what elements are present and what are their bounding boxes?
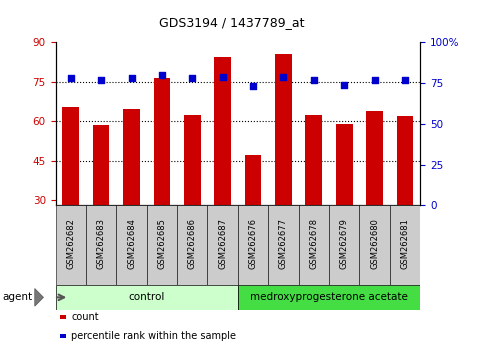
Text: GSM262678: GSM262678	[309, 218, 318, 269]
Text: count: count	[71, 312, 99, 322]
Point	[67, 75, 74, 81]
Bar	[86, 205, 116, 285]
Text: medroxyprogesterone acetate: medroxyprogesterone acetate	[250, 292, 408, 302]
Bar	[359, 205, 390, 285]
Bar	[336, 124, 353, 205]
Bar	[390, 205, 420, 285]
Point	[310, 77, 318, 83]
Text: GSM262684: GSM262684	[127, 218, 136, 269]
Text: GSM262682: GSM262682	[66, 218, 75, 269]
Bar	[62, 107, 79, 205]
Bar	[329, 205, 359, 285]
Point	[280, 74, 287, 80]
Point	[158, 72, 166, 78]
Point	[219, 74, 227, 80]
Text: GSM262676: GSM262676	[249, 218, 257, 269]
Bar	[93, 125, 110, 205]
Bar	[56, 285, 238, 310]
Bar	[298, 205, 329, 285]
Point	[97, 77, 105, 83]
Point	[128, 75, 135, 81]
Text: control: control	[128, 292, 165, 302]
Bar	[56, 205, 86, 285]
Bar	[245, 155, 261, 205]
Bar	[275, 54, 292, 205]
Bar	[238, 285, 420, 310]
Text: GSM262686: GSM262686	[188, 218, 197, 269]
Bar	[268, 205, 298, 285]
Bar	[177, 205, 208, 285]
Bar	[208, 205, 238, 285]
Text: GSM262680: GSM262680	[370, 218, 379, 269]
Text: percentile rank within the sample: percentile rank within the sample	[71, 331, 236, 341]
Point	[341, 82, 348, 88]
Point	[401, 77, 409, 83]
Bar	[184, 115, 200, 205]
Bar	[214, 57, 231, 205]
Text: agent: agent	[2, 292, 32, 302]
Bar	[397, 116, 413, 205]
Text: GSM262681: GSM262681	[400, 218, 410, 269]
Text: GSM262683: GSM262683	[97, 218, 106, 269]
Bar	[366, 111, 383, 205]
Text: GDS3194 / 1437789_at: GDS3194 / 1437789_at	[159, 16, 305, 29]
Bar	[305, 115, 322, 205]
Point	[249, 84, 257, 89]
Bar	[116, 205, 147, 285]
Bar	[123, 109, 140, 205]
Text: GSM262687: GSM262687	[218, 218, 227, 269]
Point	[371, 77, 379, 83]
Bar	[154, 78, 170, 205]
Bar	[238, 205, 268, 285]
Point	[188, 75, 196, 81]
Bar	[147, 205, 177, 285]
Text: GSM262685: GSM262685	[157, 218, 167, 269]
Text: GSM262677: GSM262677	[279, 218, 288, 269]
Text: GSM262679: GSM262679	[340, 218, 349, 269]
